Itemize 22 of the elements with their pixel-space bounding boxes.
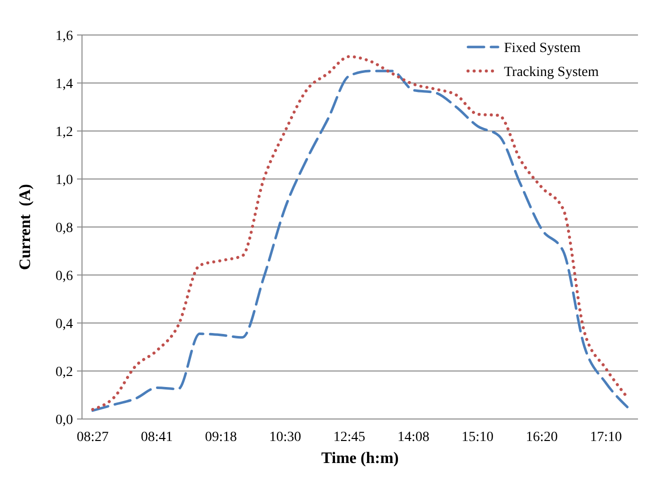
legend-label: Fixed System (504, 40, 581, 56)
x-tick-label: 08:41 (140, 430, 173, 445)
x-tick-label: 16:20 (526, 430, 558, 445)
y-tick-label: 0,4 (56, 316, 73, 332)
x-tick-label: 15:10 (462, 430, 494, 445)
x-axis-title: Time (h:m) (321, 450, 399, 467)
y-tick-label: 1,0 (56, 172, 73, 188)
x-tick-label: 09:18 (205, 430, 237, 445)
x-tick-label: 14:08 (398, 430, 430, 445)
y-tick-label: 1,2 (56, 124, 73, 140)
x-tick-label: 12:45 (333, 430, 366, 445)
y-tick-label: 0,8 (56, 220, 73, 236)
x-tick-label: 08:27 (76, 430, 109, 445)
x-tick-label: 10:30 (269, 430, 302, 445)
y-axis-title: Current (A) (17, 184, 34, 270)
y-tick-label: 0,0 (56, 412, 73, 428)
y-tick-label: 0,2 (56, 364, 73, 380)
x-tick-label: 17:10 (590, 430, 622, 445)
y-tick-label: 1,4 (56, 76, 73, 92)
y-tick-label: 1,6 (56, 28, 73, 44)
y-tick-label: 0,6 (56, 268, 73, 284)
legend-label: Tracking System (504, 64, 599, 80)
